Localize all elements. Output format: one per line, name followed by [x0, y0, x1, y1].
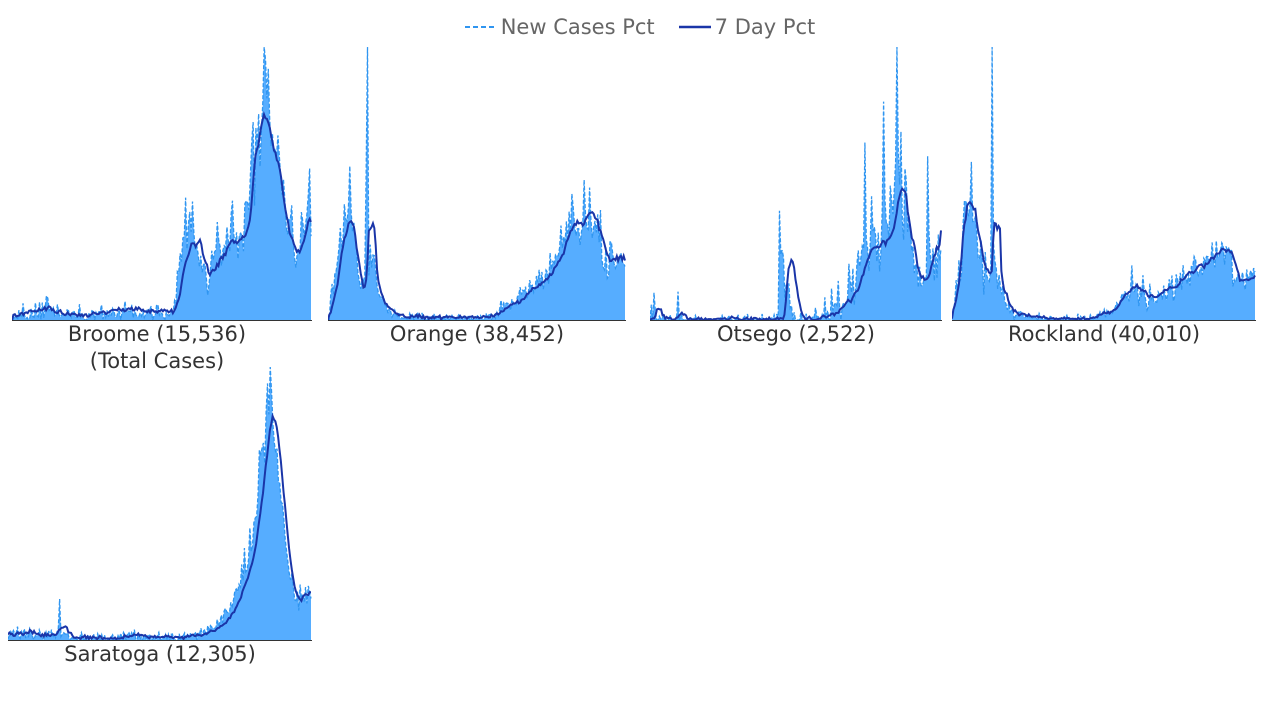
plot-area-rockland	[952, 46, 1256, 321]
county-title: Broome (15,536)	[67, 322, 247, 346]
county-subtitle: (Total Cases)	[89, 349, 225, 373]
chart-panel-orange: Orange (38,452)	[328, 46, 626, 381]
county-title: Orange (38,452)	[389, 322, 565, 346]
legend-item-7-day[interactable]: 7 Day Pct	[678, 15, 816, 39]
area-new-cases-orange	[328, 47, 625, 320]
solid-line-swatch-icon	[678, 25, 711, 29]
line-7-day-rockland	[952, 200, 1256, 321]
chart-panel-broome: Broome (15,536) (Total Cases)	[12, 46, 312, 381]
plot-area-orange	[328, 46, 626, 321]
legend-item-new-cases[interactable]: New Cases Pct	[464, 15, 655, 39]
line-new-cases-saratoga	[8, 366, 312, 641]
chart-panel-rockland: Rockland (40,010)	[952, 46, 1256, 381]
line-7-day-saratoga	[8, 412, 311, 641]
area-new-cases-otsego	[650, 47, 941, 320]
plot-area-otsego	[650, 46, 942, 321]
panel-label-saratoga: Saratoga (12,305)	[8, 641, 312, 668]
county-title: Otsego (2,522)	[717, 322, 875, 346]
plot-area-broome	[12, 46, 312, 321]
chart-panel-saratoga: Saratoga (12,305)	[8, 366, 312, 701]
dashed-line-swatch-icon	[464, 25, 497, 29]
panel-label-orange: Orange (38,452)	[328, 321, 626, 348]
line-new-cases-rockland	[952, 46, 1256, 321]
area-new-cases-rockland	[952, 47, 1255, 320]
panel-label-otsego: Otsego (2,522)	[650, 321, 942, 348]
panel-label-broome: Broome (15,536) (Total Cases)	[12, 321, 302, 375]
plot-area-saratoga	[8, 366, 312, 641]
legend-label-new-cases: New Cases Pct	[500, 15, 655, 39]
panel-label-rockland: Rockland (40,010)	[952, 321, 1256, 348]
chart-legend: New Cases Pct 7 Day Pct	[0, 10, 1280, 44]
county-title: Saratoga (12,305)	[64, 642, 256, 666]
area-new-cases-saratoga	[8, 367, 311, 640]
line-7-day-broome	[12, 111, 312, 321]
legend-label-7-day: 7 Day Pct	[714, 15, 816, 39]
chart-panel-otsego: Otsego (2,522)	[650, 46, 942, 381]
county-title: Rockland (40,010)	[1007, 322, 1201, 346]
line-7-day-orange	[328, 210, 626, 321]
area-new-cases-broome	[12, 47, 311, 320]
line-7-day-otsego	[650, 186, 942, 321]
line-new-cases-broome	[12, 46, 312, 321]
